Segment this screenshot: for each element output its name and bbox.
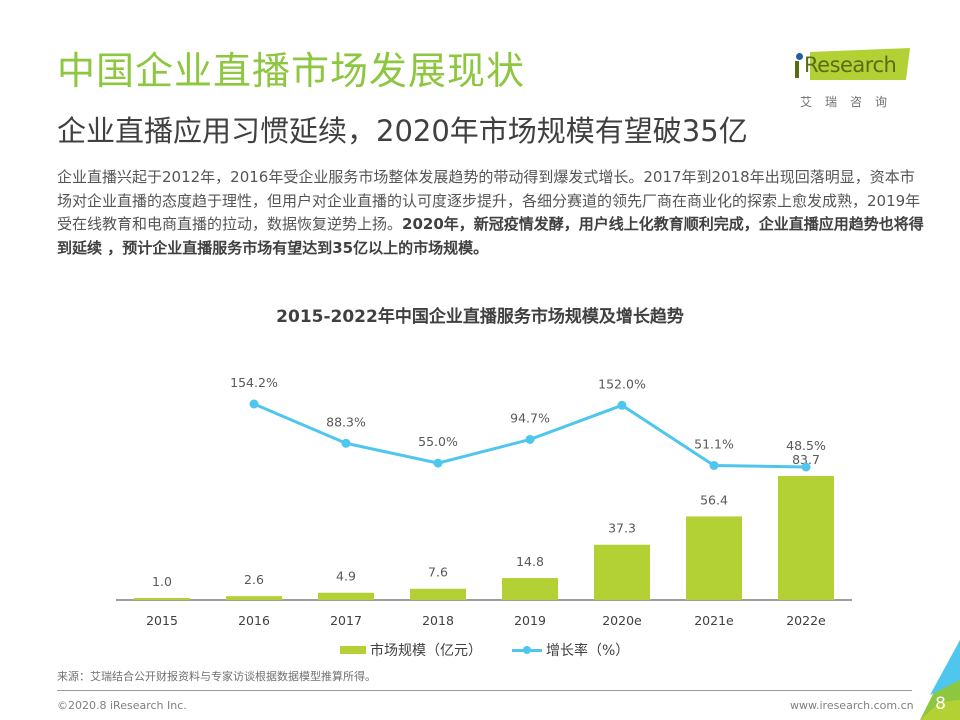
chart-legend: 市场规模（亿元） 增长率（%）	[340, 640, 659, 660]
logo-banner-icon	[810, 48, 910, 80]
bar-value-label: 83.7	[792, 452, 820, 467]
legend-label-market-size: 市场规模（亿元）	[370, 643, 482, 659]
intro-bold-text: 2020年，新冠疫情发酵，用户线上化教育顺利完成，企业直播应用趋势也将得到延续 …	[57, 215, 924, 257]
logo-i-icon	[795, 61, 799, 78]
intro-normal-text: 企业直播兴起于2012年，2016年受企业服务市场整体发展趋势的带动得到爆发式增…	[57, 168, 921, 233]
bar-value-label: 56.4	[700, 492, 728, 507]
page-subtitle: 企业直播应用习惯延续，2020年市场规模有望破35亿	[57, 114, 748, 148]
growth-rate-point	[341, 438, 351, 448]
x-tick-label: 2017	[330, 613, 362, 628]
chart-title: 2015-2022年中国企业直播服务市场规模及增长趋势	[276, 307, 684, 327]
growth-rate-point	[249, 399, 259, 409]
bar-market-size	[778, 476, 834, 600]
legend-item-market-size: 市场规模（亿元）	[340, 640, 482, 660]
combo-chart: 1.0 2015 2.6 2016 4.9 2017 7.6 2018 14.8 2019 37.3…	[116, 375, 852, 628]
bar-market-size	[594, 544, 650, 600]
bar-value-label: 37.3	[608, 521, 636, 536]
source-note: 来源：艾瑞结合公开财报资料与专家访谈根据数据模型推算所得。	[57, 670, 376, 683]
growth-rate-point	[709, 460, 719, 470]
growth-rate-label: 152.0%	[598, 376, 646, 391]
iresearch-logo: Research 艾瑞咨询	[790, 48, 920, 109]
legend-label-growth-rate: 增长率（%）	[546, 643, 630, 659]
growth-rate-label: 55.0%	[418, 434, 458, 449]
x-tick-label: 2018	[422, 613, 454, 628]
bar-value-label: 4.9	[336, 569, 356, 584]
legend-bar-swatch-icon	[340, 646, 366, 654]
bar-value-label: 1.0	[152, 574, 172, 589]
bar-market-size	[318, 592, 374, 600]
logo-brand-cn: 艾瑞咨询	[800, 95, 901, 109]
bar-market-size	[686, 516, 742, 600]
growth-rate-point	[801, 462, 811, 472]
x-tick-label: 2016	[238, 613, 270, 628]
growth-rate-point	[525, 434, 535, 444]
legend-item-growth-rate: 增长率（%）	[512, 640, 629, 660]
website-link[interactable]: www.iresearch.com.cn	[790, 699, 914, 712]
page-number: 8	[935, 694, 946, 714]
growth-rate-label: 88.3%	[326, 414, 366, 429]
growth-rate-point	[617, 400, 627, 410]
growth-rate-label: 51.1%	[694, 436, 734, 451]
intro-paragraph: 企业直播兴起于2012年，2016年受企业服务市场整体发展趋势的带动得到爆发式增…	[57, 166, 927, 260]
growth-rate-label: 94.7%	[510, 410, 550, 425]
growth-rate-point	[433, 458, 443, 468]
growth-rate-label: 48.5%	[786, 438, 826, 453]
bar-market-size	[502, 578, 558, 600]
logo-dot-icon	[796, 53, 803, 60]
bar-market-size	[410, 588, 466, 600]
corner-decoration-icon	[920, 640, 960, 720]
x-tick-label: 2019	[514, 613, 546, 628]
x-tick-label: 2022e	[786, 613, 826, 628]
bar-market-size	[226, 596, 282, 600]
copyright-text: ©2020.8 iResearch Inc.	[57, 699, 187, 712]
bar-value-label: 14.8	[516, 554, 544, 569]
page-title: 中国企业直播市场发展现状	[57, 49, 526, 93]
bar-market-size	[134, 598, 190, 600]
bar-value-label: 7.6	[428, 565, 448, 580]
bar-value-label: 2.6	[244, 572, 264, 587]
legend-line-swatch-icon	[512, 644, 542, 656]
footer-divider	[57, 690, 912, 691]
x-tick-label: 2020e	[602, 613, 642, 628]
logo-brand-text: Research	[804, 53, 897, 77]
x-tick-label: 2015	[146, 613, 178, 628]
growth-rate-label: 154.2%	[230, 375, 278, 390]
x-tick-label: 2021e	[694, 613, 734, 628]
